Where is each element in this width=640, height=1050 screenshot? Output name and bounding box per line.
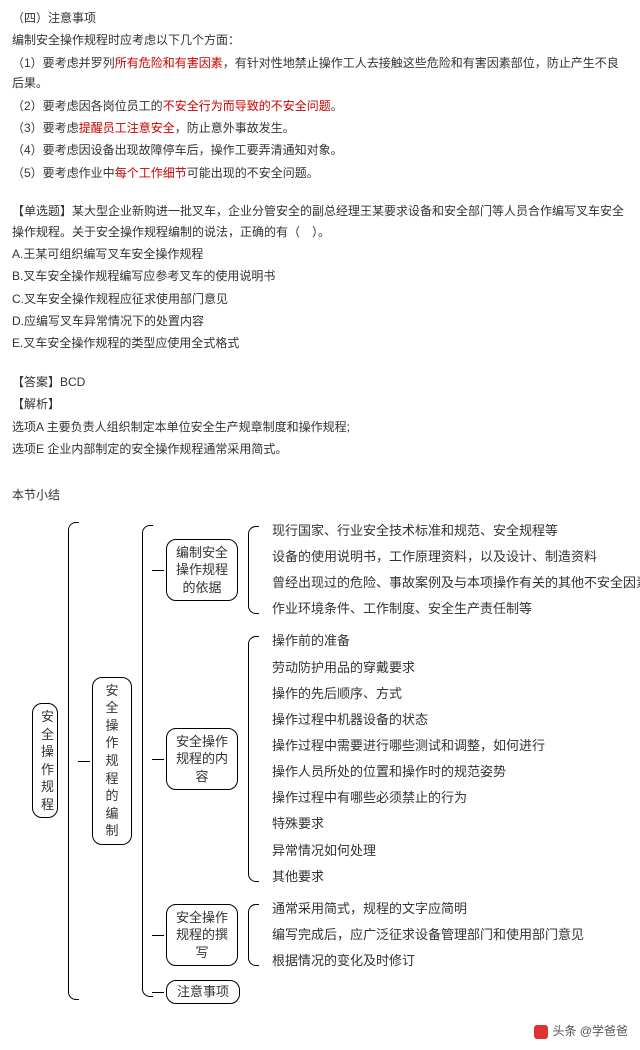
analysis-line-2: 选项E 企业内部制定的安全操作规程通常采用简式。 — [12, 439, 628, 459]
leaf: 操作前的准备 — [262, 628, 545, 654]
text: （5）要考虑作业中 — [12, 166, 115, 180]
summary-title: 本节小结 — [12, 485, 628, 505]
highlight: 每个工作细节 — [115, 166, 187, 180]
question-block: 【单选题】某大型企业新购进一批叉车，企业分管安全的副总经理王某要求设备和安全部门… — [12, 201, 628, 354]
branch-content: 安全操作规程的内容 — [166, 728, 238, 791]
notice-item-1: （1）要考虑并罗列所有危险和有害因素，有针对性地禁止操作工人去接触这些危险和有害… — [12, 53, 628, 94]
notice-intro: 编制安全操作规程时应考虑以下几个方面： — [12, 30, 628, 50]
option-c: C.叉车安全操作规程应征求使用部门意见 — [12, 289, 628, 309]
text: 可能出现的不安全问题。 — [187, 166, 319, 180]
text: （1）要考虑并罗列 — [12, 56, 115, 70]
text: 。 — [331, 99, 343, 113]
notice-item-4: （4）要考虑因设备出现故障停车后，操作工要弄清通知对象。 — [12, 140, 628, 160]
leaf: 现行国家、行业安全技术标准和规范、安全规程等 — [262, 518, 640, 544]
footer-text: 头条 @学爸爸 — [552, 1021, 628, 1041]
notice-title: （四）注意事项 — [12, 8, 628, 28]
leaf: 特殊要求 — [262, 811, 545, 837]
branch-basis: 编制安全操作规程的依据 — [166, 539, 238, 602]
highlight: 所有危险和有害因素 — [115, 56, 223, 70]
analysis-line-1: 选项A 主要负责人组织制定本单位安全生产规章制度和操作规程; — [12, 417, 628, 437]
leaf: 操作人员所处的位置和操作时的规范姿势 — [262, 759, 545, 785]
notice-item-5: （5）要考虑作业中每个工作细节可能出现的不安全问题。 — [12, 163, 628, 183]
text: （4）要考虑因设备出现故障停车后，操作工要弄清通知对象。 — [12, 143, 343, 157]
option-d: D.应编写叉车异常情况下的处置内容 — [12, 311, 628, 331]
leaf: 其他要求 — [262, 864, 545, 890]
answer: 【答案】BCD — [12, 372, 628, 392]
branch-notice: 注意事项 — [166, 980, 240, 1004]
leaf: 作业环境条件、工作制度、安全生产责任制等 — [262, 596, 640, 622]
mindmap: 安全操作规程 安全操作规程的编制 编制安全操作规程的依据 现行国家、行业安全技术… — [32, 512, 628, 1010]
leaf: 劳动防护用品的穿戴要求 — [262, 655, 545, 681]
notice-section: （四）注意事项 编制安全操作规程时应考虑以下几个方面： （1）要考虑并罗列所有危… — [12, 8, 628, 183]
text: （2）要考虑因各岗位员工的 — [12, 99, 163, 113]
leaf: 设备的使用说明书，工作原理资料，以及设计、制造资料 — [262, 544, 640, 570]
option-b: B.叉车安全操作规程编写应参考叉车的使用说明书 — [12, 266, 628, 286]
leaf: 编写完成后，应广泛征求设备管理部门和使用部门意见 — [262, 922, 584, 948]
leaf: 曾经出现过的危险、事故案例及与本项操作有关的其他不安全因素 — [262, 570, 640, 596]
footer: 头条 @学爸爸 — [534, 1021, 628, 1041]
analysis-label: 【解析】 — [12, 394, 628, 414]
leaf: 操作的先后顺序、方式 — [262, 681, 545, 707]
branch-writing: 安全操作规程的撰写 — [166, 904, 238, 967]
leaf: 操作过程中有哪些必须禁止的行为 — [262, 785, 545, 811]
leaf: 异常情况如何处理 — [262, 838, 545, 864]
leaf: 操作过程中需要进行哪些测试和调整，如何进行 — [262, 733, 545, 759]
leaf: 操作过程中机器设备的状态 — [262, 707, 545, 733]
text: ，防止意外事故发生。 — [175, 121, 295, 135]
answer-block: 【答案】BCD 【解析】 选项A 主要负责人组织制定本单位安全生产规章制度和操作… — [12, 372, 628, 460]
notice-item-2: （2）要考虑因各岗位员工的不安全行为而导致的不安全问题。 — [12, 96, 628, 116]
leaf: 通常采用简式，规程的文字应简明 — [262, 896, 584, 922]
level2-node: 安全操作规程的编制 — [92, 677, 132, 845]
root-node: 安全操作规程 — [32, 703, 58, 818]
notice-item-3: （3）要考虑提醒员工注意安全，防止意外事故发生。 — [12, 118, 628, 138]
option-e: E.叉车安全操作规程的类型应使用全式格式 — [12, 333, 628, 353]
text: （3）要考虑 — [12, 121, 79, 135]
highlight: 提醒员工注意安全 — [79, 121, 175, 135]
highlight: 不安全行为而导致的不安全问题 — [163, 99, 331, 113]
footer-logo-icon — [534, 1025, 548, 1039]
question-stem: 【单选题】某大型企业新购进一批叉车，企业分管安全的副总经理王某要求设备和安全部门… — [12, 201, 628, 242]
leaf: 根据情况的变化及时修订 — [262, 948, 584, 974]
option-a: A.王某可组织编写叉车安全操作规程 — [12, 244, 628, 264]
